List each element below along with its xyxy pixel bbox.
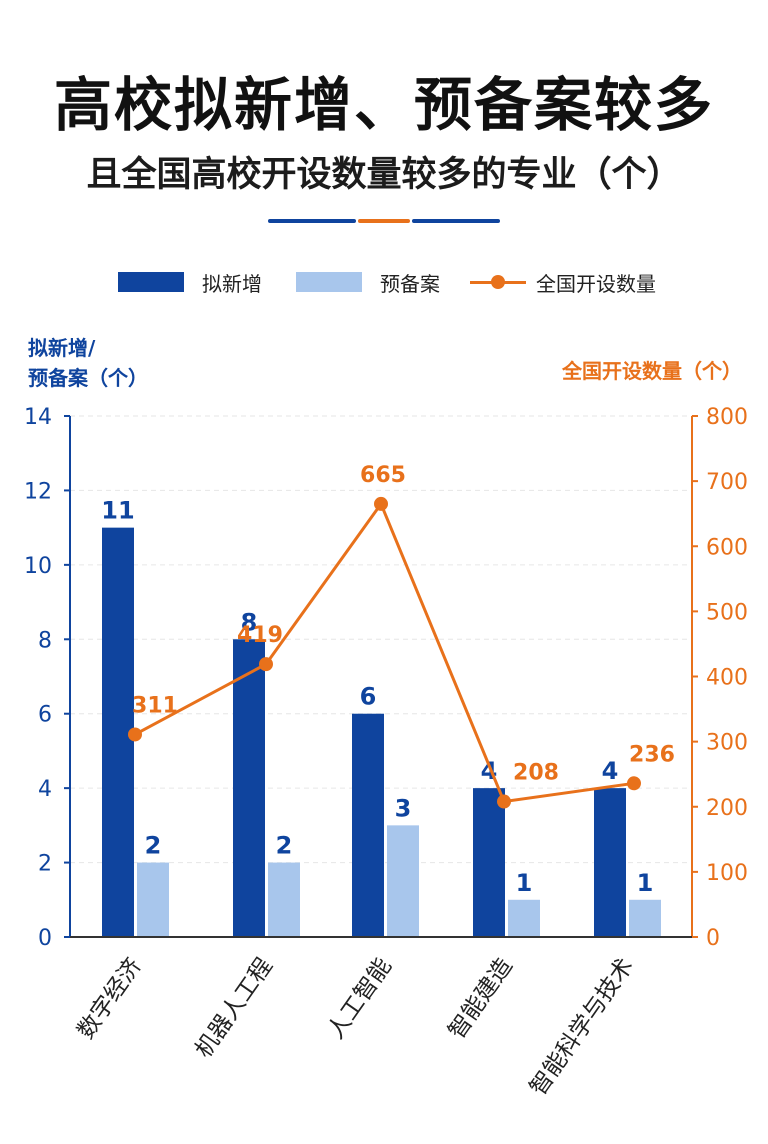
line-total-point — [374, 496, 388, 511]
line-total-point — [128, 727, 142, 742]
legend-item-total: 全国开设数量 — [470, 268, 656, 296]
chart-title: 高校拟新增、预备案较多 — [53, 71, 714, 139]
left-axis-title-line1: 拟新增/ — [28, 336, 96, 360]
bar-new — [594, 788, 626, 937]
legend-label-new: 拟新增 — [202, 271, 262, 296]
y-right-tick-label: 300 — [706, 731, 748, 756]
y-left-tick-label: 2 — [38, 852, 52, 877]
y-left-tick-label: 12 — [24, 479, 52, 504]
bar-filing-value-label: 2 — [276, 832, 293, 860]
bar-new-value-label: 11 — [101, 497, 134, 525]
bar-filing-value-label: 1 — [637, 869, 654, 897]
y-left-tick-label: 0 — [38, 926, 52, 951]
line-total-point — [627, 776, 641, 791]
y-left-tick-label: 4 — [38, 777, 52, 802]
y-left-tick-label: 8 — [38, 628, 52, 653]
line-total-value-label: 236 — [629, 742, 675, 767]
legend-label-filing: 预备案 — [380, 271, 440, 296]
bar-filing-value-label: 3 — [395, 794, 412, 822]
y-right-tick-label: 600 — [706, 535, 748, 560]
bar-new — [352, 713, 384, 937]
y-left-tick-label: 10 — [24, 554, 52, 579]
x-category-label: 智能建造 — [444, 954, 518, 1044]
bar-filing — [387, 825, 419, 937]
y-right-tick-label: 0 — [706, 926, 720, 951]
line-total-value-label: 208 — [513, 761, 559, 786]
bar-new-value-label: 4 — [602, 757, 619, 785]
x-category-label: 智能科学与技术 — [525, 954, 639, 1101]
y-right-tick-label: 700 — [706, 470, 748, 495]
bar-filing-value-label: 1 — [516, 869, 533, 897]
bar-filing — [508, 899, 540, 937]
bar-filing — [268, 862, 300, 937]
y-right-tick-label: 400 — [706, 666, 748, 691]
bar-new — [473, 788, 505, 937]
line-total-value-label: 311 — [132, 693, 178, 718]
x-category-label: 机器人工程 — [191, 954, 278, 1063]
left-axis-title: 拟新增/ 预备案（个） — [28, 333, 148, 393]
y-right-tick-label: 500 — [706, 600, 748, 625]
legend-swatch-filing — [296, 272, 362, 292]
x-category-label: 人工智能 — [323, 954, 397, 1044]
chart-subtitle: 且全国高校开设数量较多的专业（个） — [86, 155, 682, 195]
x-category-label: 数字经济 — [73, 954, 147, 1044]
decorative-rule-left — [268, 219, 356, 223]
y-left-tick-label: 14 — [24, 405, 52, 430]
legend-item-filing: 预备案 — [296, 268, 440, 296]
legend-label-total: 全国开设数量 — [536, 271, 656, 296]
line-total-value-label: 665 — [360, 463, 406, 488]
line-total-path — [134, 502, 635, 804]
y-left-tick-label: 6 — [38, 703, 52, 728]
line-total-value-label: 419 — [237, 623, 283, 648]
y-right-tick-label: 200 — [706, 796, 748, 821]
y-right-tick-label: 100 — [706, 861, 748, 886]
decorative-rule-middle — [358, 219, 410, 223]
decorative-rule-right — [412, 219, 500, 223]
line-total-point — [497, 794, 511, 809]
bar-new-value-label: 8 — [241, 608, 258, 636]
bar-filing — [137, 862, 169, 937]
bar-new — [233, 639, 265, 937]
left-axis-title-line2: 预备案（个） — [28, 366, 148, 390]
y-right-tick-label: 800 — [706, 405, 748, 430]
legend-line-total — [470, 272, 526, 292]
legend-swatch-new — [118, 272, 184, 292]
line-total-point — [259, 657, 273, 672]
bar-filing-value-label: 2 — [145, 832, 162, 860]
right-axis-title: 全国开设数量（个） — [562, 359, 742, 383]
legend-item-new: 拟新增 — [118, 268, 262, 296]
bar-new-value-label: 6 — [360, 683, 377, 711]
bar-filing — [629, 899, 661, 937]
